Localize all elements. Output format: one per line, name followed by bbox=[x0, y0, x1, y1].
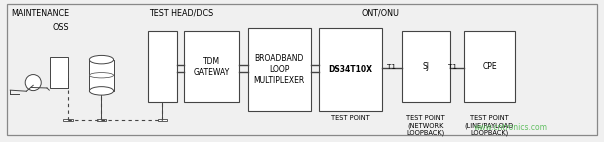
Text: DS34T10X: DS34T10X bbox=[329, 65, 373, 74]
Bar bbox=[50, 57, 68, 88]
Text: CPE: CPE bbox=[482, 62, 497, 71]
Text: T1: T1 bbox=[449, 64, 457, 70]
Bar bbox=[148, 31, 177, 102]
Text: OSS: OSS bbox=[52, 23, 69, 32]
Bar bbox=[319, 28, 382, 111]
Text: T1: T1 bbox=[387, 64, 396, 70]
Ellipse shape bbox=[89, 55, 114, 64]
Bar bbox=[63, 119, 73, 121]
Bar bbox=[402, 31, 450, 102]
Bar bbox=[464, 31, 515, 102]
Text: BROADBAND
LOOP
MULTIPLEXER: BROADBAND LOOP MULTIPLEXER bbox=[254, 54, 305, 85]
Bar bbox=[97, 119, 106, 121]
Ellipse shape bbox=[89, 87, 114, 95]
Bar bbox=[158, 119, 167, 121]
Ellipse shape bbox=[25, 75, 41, 91]
Text: TEST POINT
(LINE/PAYLOAD
LOOPBACK): TEST POINT (LINE/PAYLOAD LOOPBACK) bbox=[464, 115, 514, 136]
Bar bbox=[248, 28, 311, 111]
Bar bbox=[184, 31, 239, 102]
Text: TDM
GATEWAY: TDM GATEWAY bbox=[193, 57, 230, 77]
Text: MAINTENANCE: MAINTENANCE bbox=[11, 9, 69, 17]
Text: ONT/ONU: ONT/ONU bbox=[362, 9, 399, 17]
Ellipse shape bbox=[89, 73, 114, 78]
Text: SJ: SJ bbox=[422, 62, 429, 71]
Bar bbox=[89, 60, 114, 91]
Text: TEST HEAD/DCS: TEST HEAD/DCS bbox=[149, 9, 213, 17]
Text: TEST POINT
(NETWORK
LOOPBACK): TEST POINT (NETWORK LOOPBACK) bbox=[406, 115, 445, 136]
Text: TEST POINT: TEST POINT bbox=[331, 115, 370, 121]
Text: www.cntronics.com: www.cntronics.com bbox=[474, 123, 547, 132]
